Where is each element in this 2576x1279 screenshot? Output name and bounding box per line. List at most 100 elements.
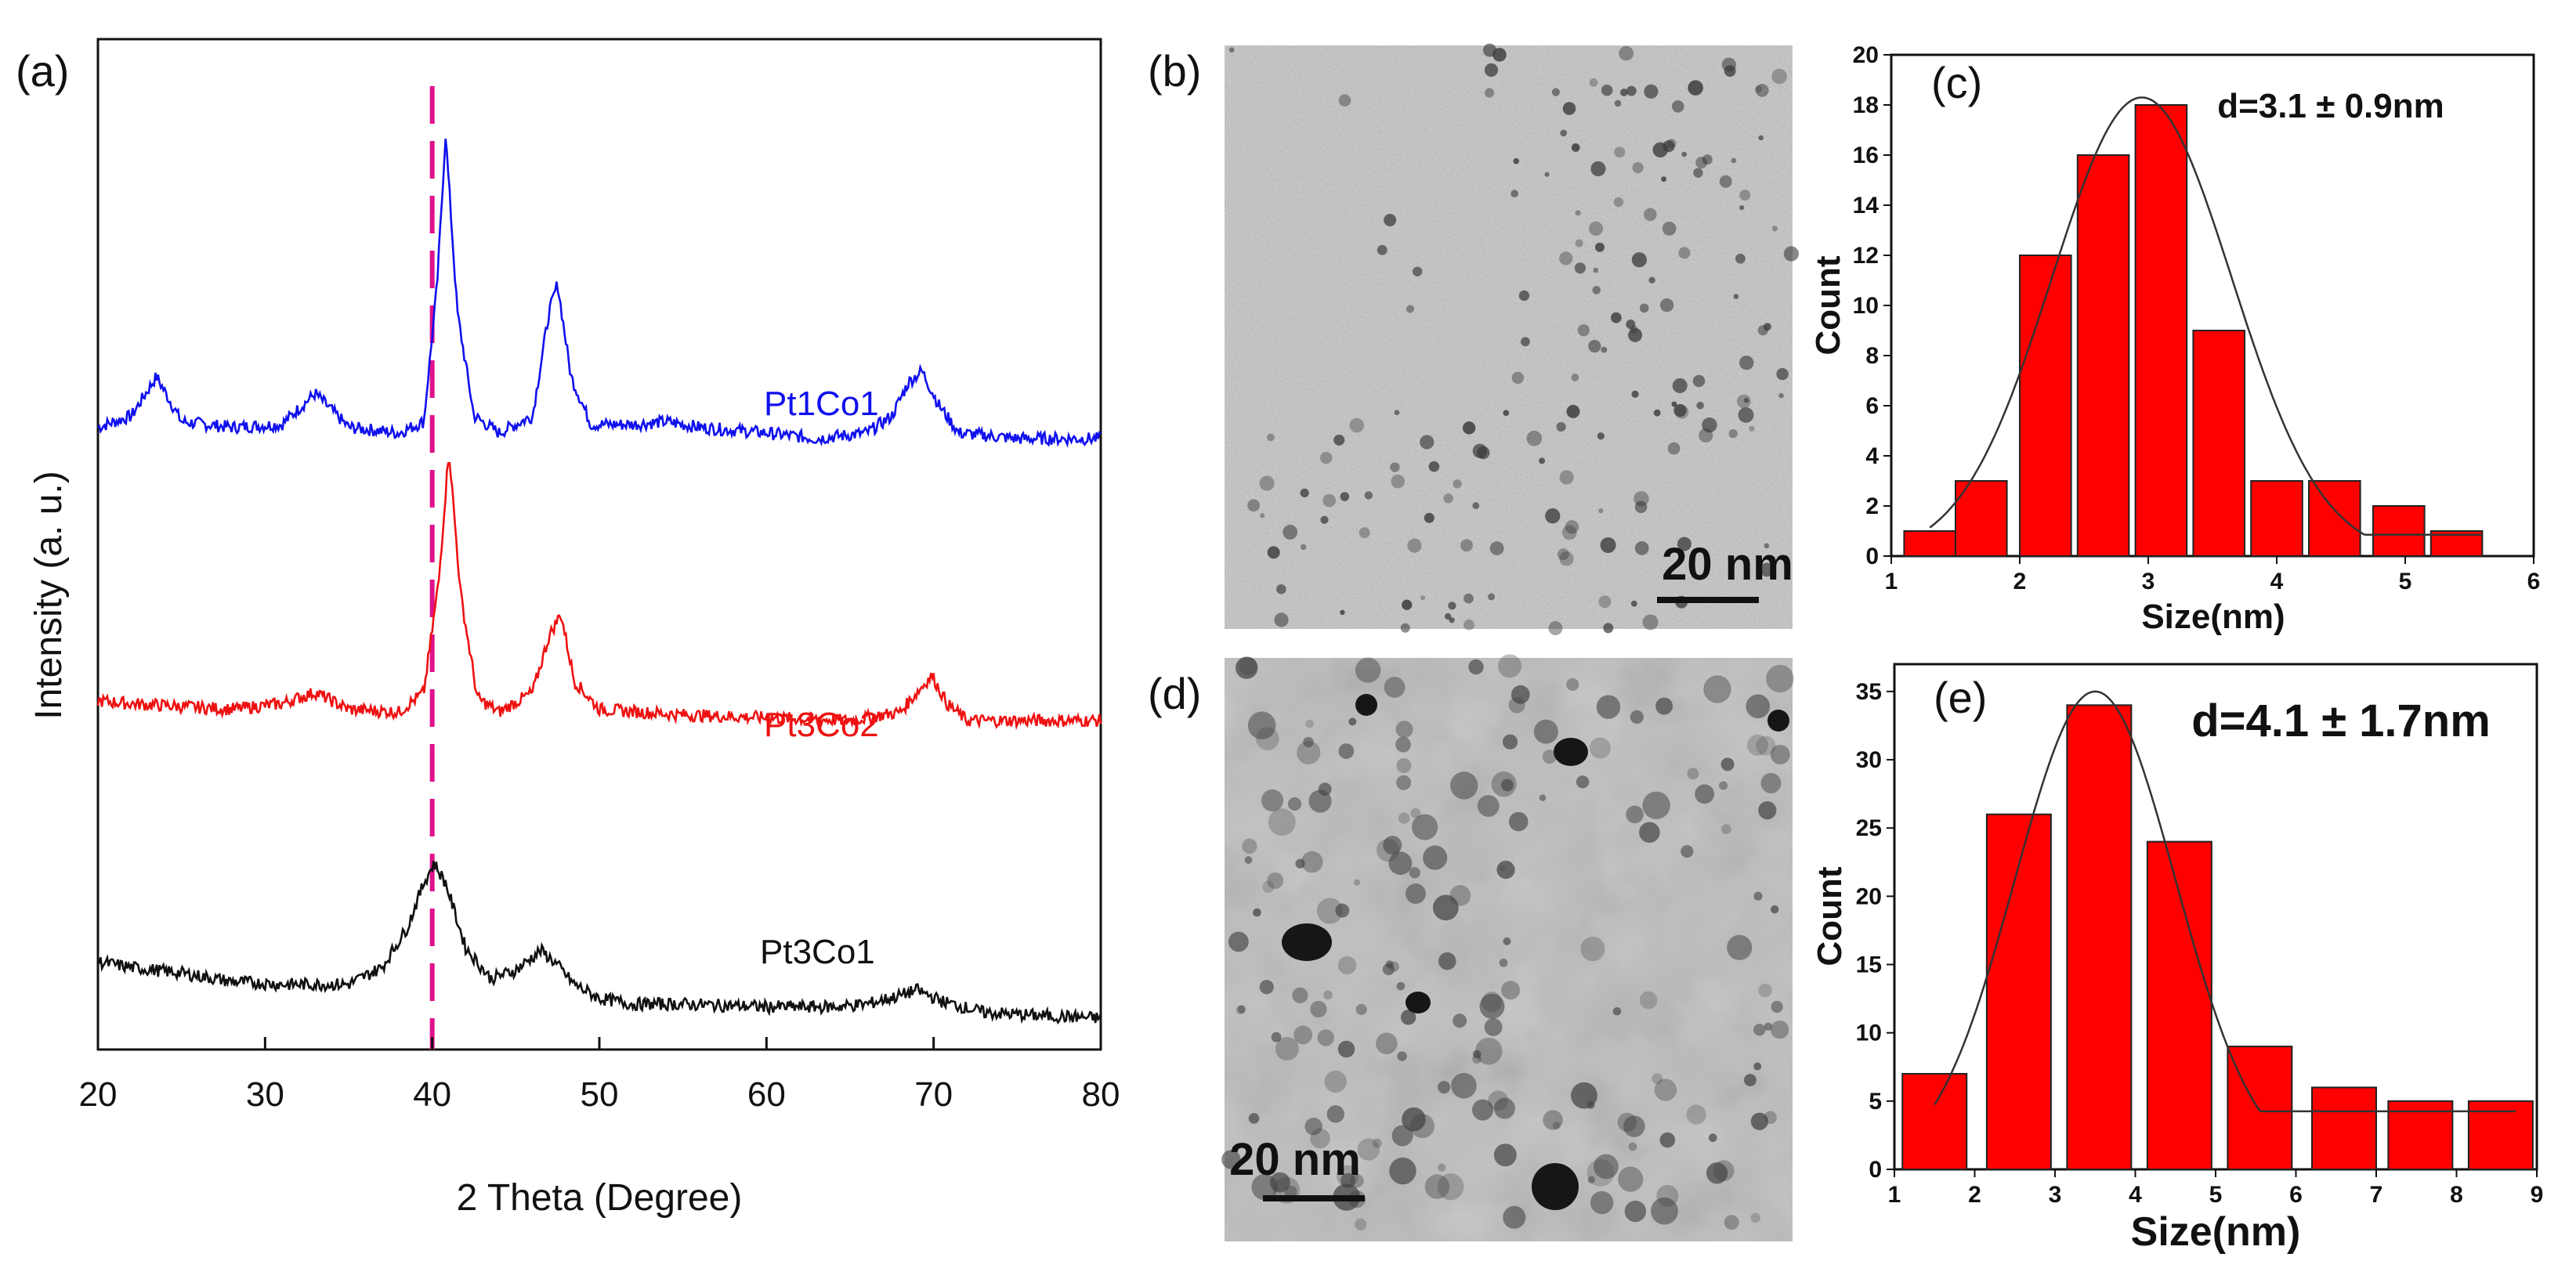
particle: [1451, 1072, 1477, 1099]
particle: [1706, 1162, 1728, 1184]
particle: [1484, 1018, 1503, 1036]
histogram-bar: [2387, 1100, 2454, 1171]
particle: [1592, 286, 1601, 294]
particle: [1571, 374, 1579, 381]
particle: [1477, 446, 1490, 460]
particle: [1738, 407, 1754, 423]
particle: [1644, 84, 1659, 99]
particle: [1562, 102, 1576, 115]
particle: [1631, 390, 1639, 398]
hist-y-tick-label: 30: [1856, 747, 1882, 773]
particle: [1326, 1105, 1344, 1123]
particle: [1756, 735, 1776, 756]
particle: [1614, 99, 1622, 107]
particle: [1406, 305, 1415, 313]
particle: [1297, 740, 1321, 765]
particle: [1693, 168, 1703, 178]
particle: [1652, 142, 1668, 158]
histogram-bar: [2372, 505, 2426, 557]
particle: [1721, 57, 1736, 72]
histogram-bar: [1955, 480, 2008, 557]
particle: [1251, 1173, 1278, 1201]
hist-x-tick-label: 7: [2370, 1182, 2383, 1208]
xrd-plot-frame: [96, 38, 1102, 1051]
particle: [1594, 242, 1605, 252]
particle: [1739, 205, 1745, 211]
particle: [1268, 808, 1296, 836]
large-particle: [1767, 710, 1789, 732]
particle: [1502, 734, 1518, 750]
particle: [1588, 339, 1601, 353]
particle: [1396, 981, 1406, 991]
particle: [1648, 276, 1655, 284]
particle: [1642, 614, 1659, 630]
particle: [1460, 539, 1473, 552]
particle: [1743, 398, 1749, 403]
particle: [1770, 905, 1779, 914]
particle: [1770, 744, 1790, 764]
particle: [1310, 1000, 1327, 1018]
particle: [1448, 602, 1456, 610]
xrd-x-tick-label: 70: [914, 1075, 953, 1114]
particle: [1708, 1133, 1717, 1143]
particle: [1388, 851, 1413, 876]
tem-image-b-particles: [1228, 43, 1799, 636]
particle: [1545, 508, 1561, 524]
particle: [1449, 617, 1455, 623]
particle: [1681, 844, 1694, 858]
particle: [1666, 139, 1677, 149]
particle: [1744, 1074, 1757, 1086]
particle: [1634, 541, 1649, 555]
hist-x-tick-label: 4: [2270, 569, 2284, 594]
particle: [1384, 213, 1397, 226]
particle: [1576, 775, 1590, 789]
particle: [1355, 657, 1381, 683]
xrd-series-label-Pt3Co1: Pt3Co1: [760, 933, 875, 971]
xrd-x-tick-label: 80: [1082, 1075, 1120, 1114]
hist-c-annotation: d=3.1 ± 0.9nm: [2217, 87, 2444, 125]
particle: [1300, 488, 1309, 497]
particle: [1626, 320, 1636, 330]
particle: [1559, 251, 1573, 266]
particle: [1304, 1118, 1322, 1136]
particle: [1571, 143, 1580, 152]
particle: [1395, 721, 1413, 739]
histogram-bar: [1901, 1072, 1968, 1171]
particle: [1484, 63, 1499, 78]
particle: [1631, 252, 1647, 268]
particle: [1295, 858, 1305, 869]
hist-x-tick-label: 2: [1968, 1182, 1981, 1208]
particle: [1589, 737, 1611, 759]
particle: [1771, 226, 1778, 232]
particle: [1739, 355, 1754, 370]
hist-y-tick-label: 16: [1853, 143, 1879, 168]
hist-x-tick-label: 1: [1885, 569, 1898, 594]
particle: [1580, 936, 1605, 962]
particle: [1398, 812, 1410, 824]
particle: [1444, 612, 1452, 620]
particle: [1259, 475, 1275, 491]
particle: [1589, 78, 1598, 87]
xrd-series-line-Pt3Co2: [96, 461, 1102, 731]
particle: [1612, 1006, 1622, 1016]
particle: [1320, 515, 1329, 524]
particle: [1488, 1090, 1509, 1111]
particle: [1702, 417, 1717, 433]
particle: [1746, 694, 1771, 719]
particle: [1348, 717, 1357, 726]
particle: [1618, 1166, 1644, 1192]
particle: [1695, 784, 1715, 804]
hist-y-tick-label: 10: [1853, 293, 1879, 319]
particle: [1471, 1099, 1493, 1121]
particle: [1499, 865, 1507, 872]
particle: [1499, 958, 1508, 967]
particle: [1639, 991, 1658, 1010]
particle: [1750, 1212, 1760, 1223]
hist-y-tick-label: 5: [1869, 1089, 1882, 1115]
particle: [1644, 208, 1657, 222]
hist-y-tick-label: 2: [1865, 493, 1879, 519]
particle: [1423, 845, 1448, 870]
particle: [1733, 294, 1739, 299]
particle: [1758, 801, 1777, 820]
particle: [1300, 544, 1307, 551]
